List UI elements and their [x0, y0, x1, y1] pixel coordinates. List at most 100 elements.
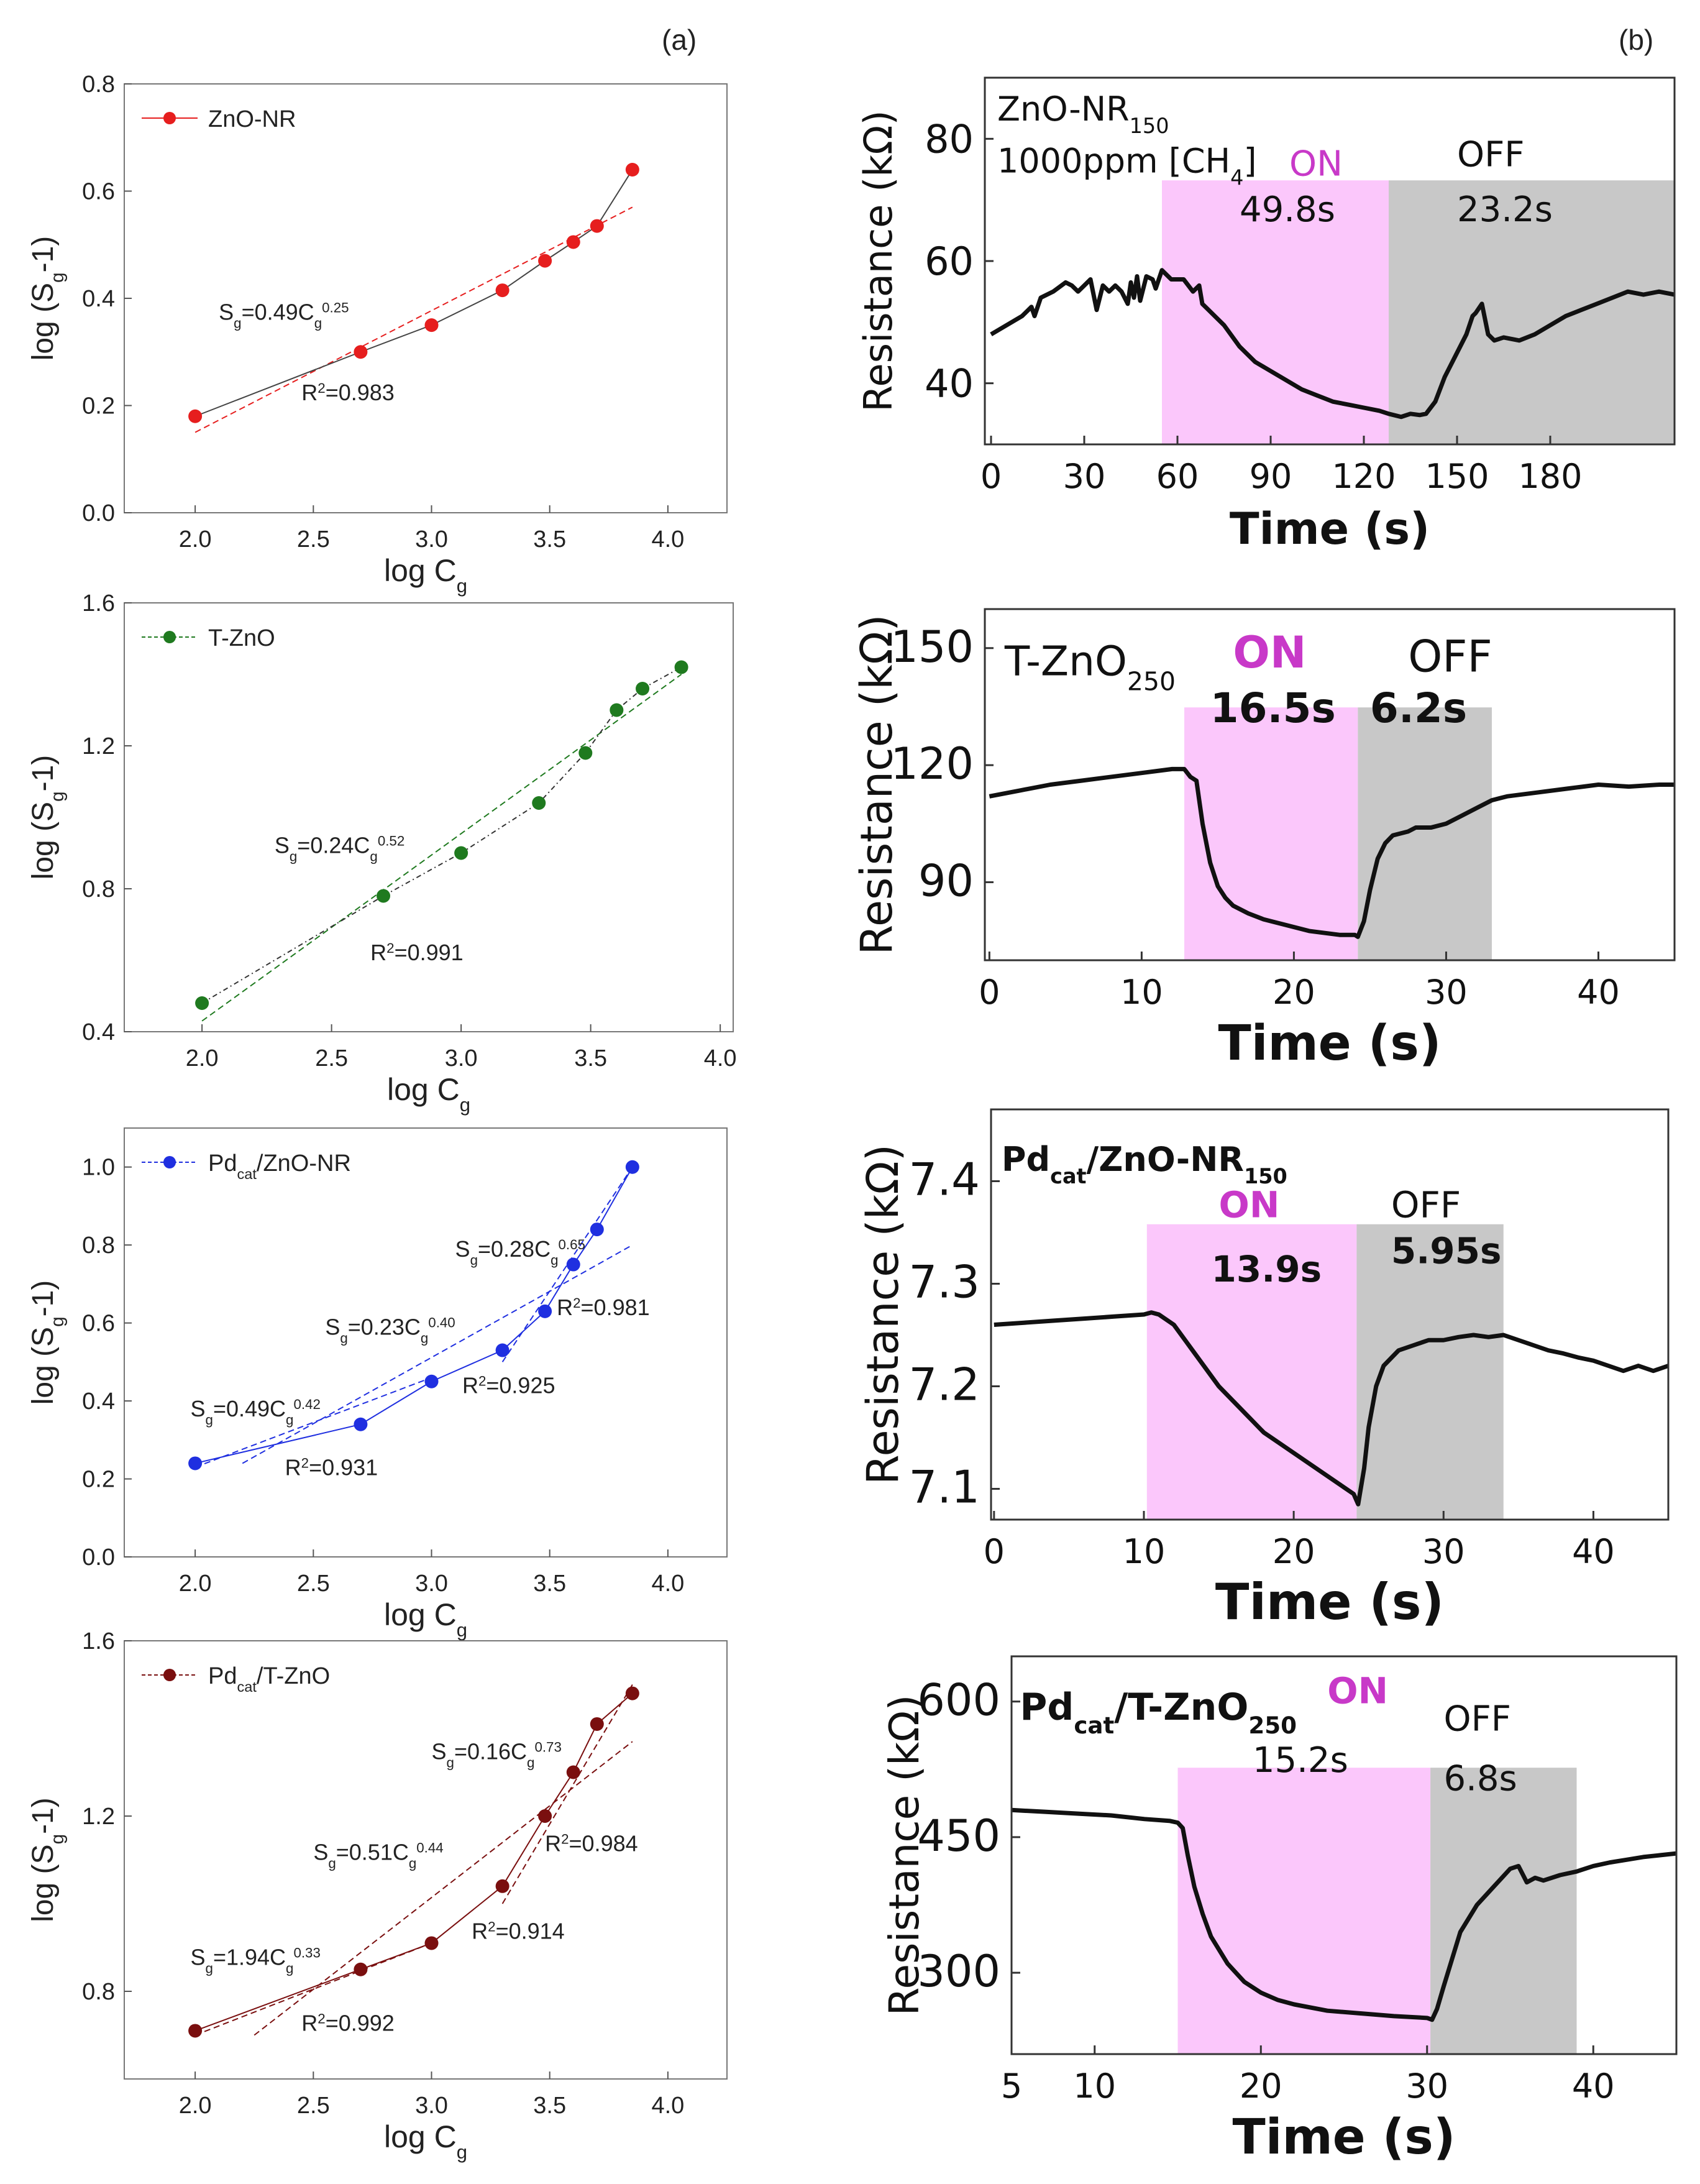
fit-annotation-part: 2	[478, 1373, 486, 1388]
data-point	[578, 746, 593, 760]
fit-annotation-part: =0.49C	[242, 300, 314, 325]
y-tick-label: 0.4	[82, 1019, 115, 1045]
fit-annotation-part: S	[275, 833, 290, 858]
x-axis-label: Time (s)	[1215, 1573, 1444, 1631]
x-axis-label: log Cg	[384, 553, 467, 597]
y-tick-label: 0.8	[82, 876, 115, 902]
x-tick-label: 3.0	[415, 1571, 448, 1597]
legend-label: T-ZnO	[208, 625, 275, 651]
fit-annotation: R2=0.925	[462, 1373, 555, 1398]
legend-marker	[163, 631, 176, 643]
y-tick-label: 0.2	[82, 393, 115, 420]
fit-annotation-part: =0.931	[309, 1454, 378, 1480]
y-tick-label: 60	[925, 239, 974, 284]
fit-annotation-part: 2	[573, 1295, 580, 1311]
panel-annotation-part: 23.2s	[1457, 190, 1553, 230]
x-tick-label: 20	[1273, 973, 1315, 1012]
y-axis-label: log (Sg-1)	[27, 236, 68, 361]
plot-frame	[124, 1127, 728, 1558]
right-chart-2: 0 10 20 30 40 90 120 150 Time (s) Resistance (kΩ)…	[851, 608, 1676, 1071]
x-tick-label: 90	[1250, 457, 1292, 496]
x-axis-label-part: log C	[387, 1072, 460, 1107]
panel-annotation: 6.8s	[1444, 1758, 1517, 1799]
panel-annotation: 15.2s	[1253, 1740, 1348, 1781]
fit-annotation: R2=0.991	[370, 940, 464, 965]
fit-annotation-part: 0.42	[293, 1397, 320, 1412]
x-tick-label: 10	[1073, 2067, 1116, 2106]
fit-annotation-part: =0.925	[486, 1373, 555, 1398]
data-point	[424, 1936, 439, 1950]
plot-frame	[984, 608, 1676, 961]
y-tick-label: 1.2	[82, 1804, 115, 1830]
y-axis-label: log (Sg-1)	[27, 1797, 68, 1922]
y-tick-label: 7.2	[908, 1359, 980, 1411]
fit-annotation-part: =0.49C	[213, 1396, 286, 1421]
data-point	[188, 409, 203, 423]
panel-annotation-part: cat	[1074, 1712, 1114, 1739]
y-axis-label-part: -1)	[27, 1280, 60, 1317]
panel-annotation-part: 49.8s	[1240, 190, 1335, 230]
panel-annotation-part: 150	[1244, 1164, 1287, 1188]
legend-label-part: T-ZnO	[208, 625, 275, 651]
x-tick-label: 3.0	[445, 1045, 478, 1071]
fit-line	[194, 1377, 432, 1468]
data-point	[538, 1304, 552, 1318]
panel-annotation: OFF	[1444, 1699, 1512, 1739]
x-tick-label: 3.5	[533, 1571, 566, 1597]
y-tick-label: 7.4	[908, 1154, 980, 1206]
fit-annotation-part: g	[421, 1330, 428, 1346]
gas-on-region	[1177, 1768, 1431, 2054]
panel-annotation-part: /ZnO-NR	[1087, 1140, 1244, 1179]
series-line	[201, 666, 682, 1004]
y-axis-label-part: log (S	[27, 802, 60, 879]
fit-line	[201, 674, 682, 1022]
y-tick-label: 0.8	[82, 1979, 115, 2005]
x-tick-label: 4.0	[651, 526, 684, 553]
x-tick-label: 3.5	[533, 526, 566, 553]
x-tick-label: 20	[1240, 2067, 1282, 2106]
plot-frame	[124, 83, 728, 513]
fit-annotation-part: =0.991	[395, 940, 464, 965]
panel-annotation-part: 5.95s	[1391, 1230, 1502, 1272]
fit-annotation-part: 2	[318, 2011, 325, 2026]
fit-annotation-part: S	[191, 1945, 206, 1970]
data-point	[625, 1160, 639, 1174]
gas-off-region	[1430, 1768, 1577, 2054]
x-tick-label: 40	[1572, 2067, 1615, 2106]
y-tick-label: 0.0	[82, 500, 115, 526]
fit-annotation: Sg=0.16Cg0.73	[432, 1738, 562, 1770]
fit-annotation-part: S	[313, 1840, 328, 1865]
panel-annotation-part: cat	[1050, 1164, 1086, 1188]
y-axis-label-part: g	[47, 272, 68, 283]
y-tick-label: 0.2	[82, 1467, 115, 1493]
fit-annotation-part: g	[447, 1755, 454, 1770]
fit-annotation-part: 0.65	[559, 1237, 585, 1252]
x-tick-label: 2.5	[297, 1571, 330, 1597]
data-point	[625, 1686, 639, 1700]
panel-annotation-part: 6.8s	[1444, 1758, 1517, 1799]
panel-annotation: 23.2s	[1457, 190, 1553, 230]
data-point	[354, 1962, 368, 1976]
fit-annotation-part: =0.24C	[297, 833, 370, 858]
y-axis-label-part: log (S	[27, 283, 60, 360]
panel-annotation-part: ]	[1243, 141, 1256, 180]
data-point	[424, 318, 439, 333]
panel-annotation-part: 250	[1127, 667, 1176, 697]
fit-annotation-part: 0.33	[293, 1945, 320, 1960]
panel-annotation: OFF	[1408, 631, 1492, 682]
fit-annotation-part: R	[301, 2010, 318, 2035]
x-tick-label: 2.0	[186, 1045, 219, 1071]
data-point	[566, 1257, 580, 1272]
panel-annotation: ON	[1327, 1670, 1388, 1712]
y-axis-label: Resistance (kΩ)	[880, 1695, 928, 2016]
x-tick-label: 2.0	[179, 1571, 212, 1597]
fit-annotation-part: R	[545, 1830, 561, 1856]
x-tick-label: 2.0	[179, 526, 212, 553]
fit-annotation-part: =0.23C	[348, 1314, 421, 1339]
x-tick-label: 4.0	[651, 1571, 684, 1597]
x-axis-label: log Cg	[387, 1072, 470, 1116]
panel-label-a: (a)	[662, 24, 697, 56]
plot-frame	[124, 602, 734, 1032]
